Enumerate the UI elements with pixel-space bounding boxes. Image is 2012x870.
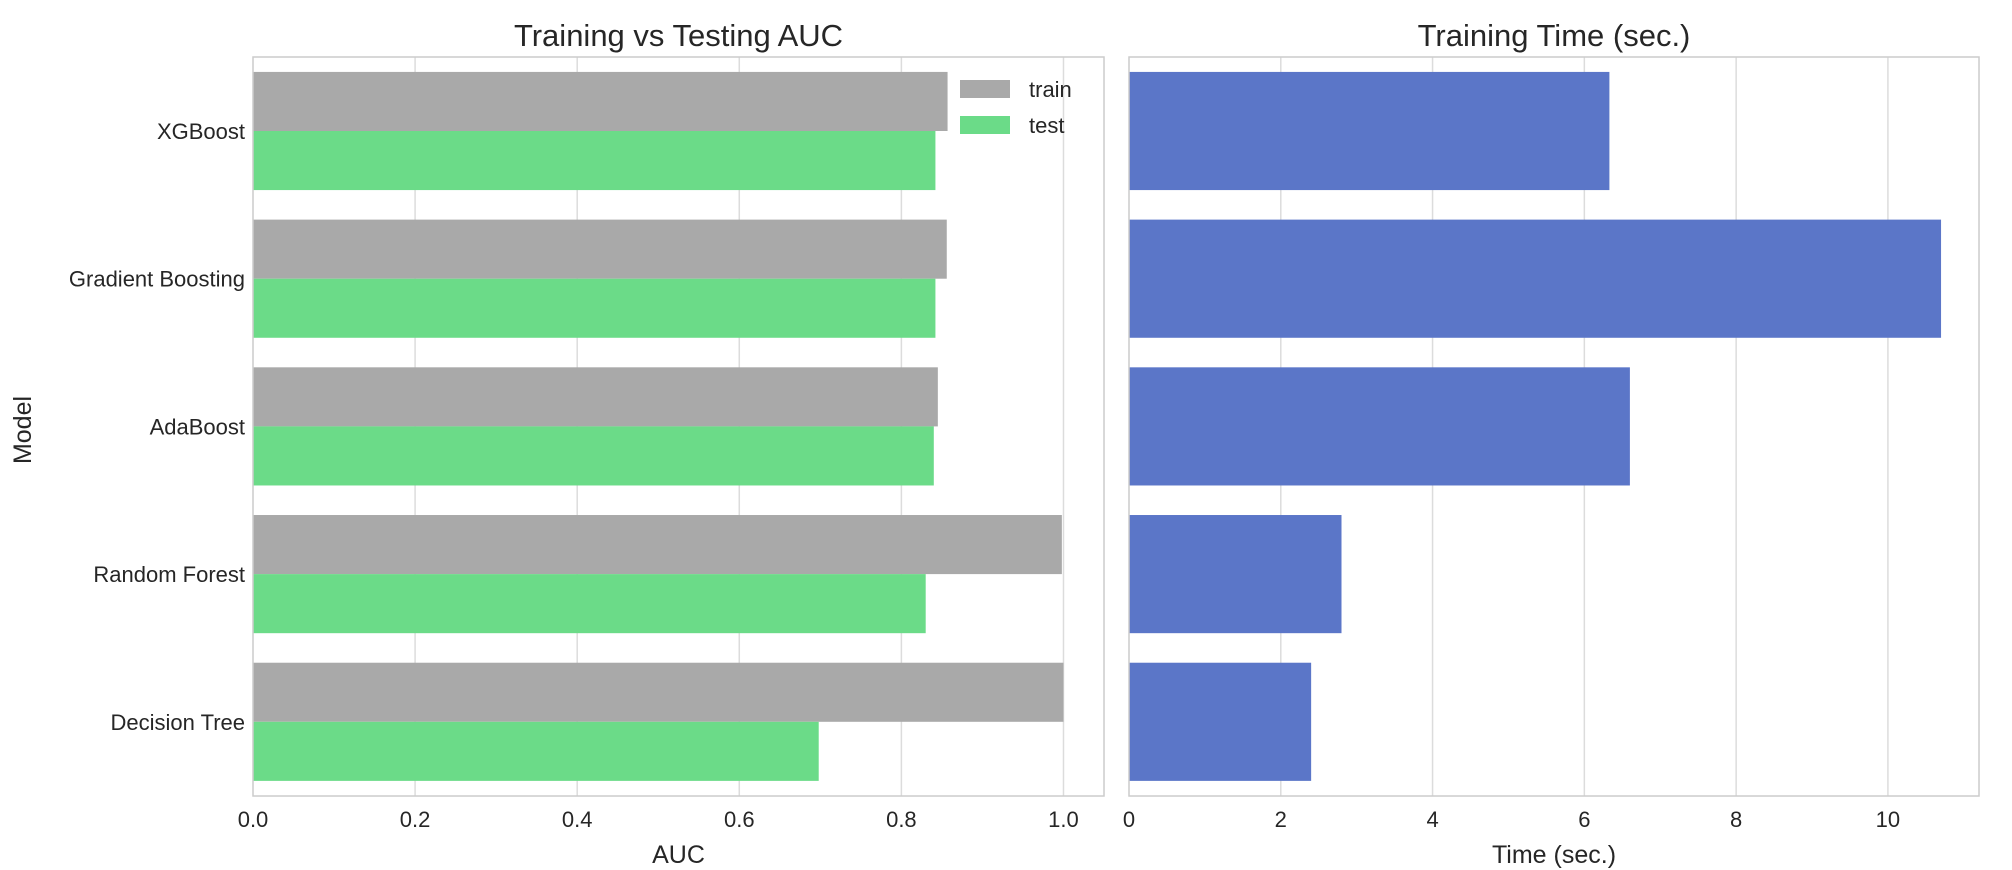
y-tick-label-decision-tree: Decision Tree <box>110 710 245 735</box>
time-bars <box>1129 71 1942 781</box>
legend-swatch-test <box>960 116 1010 134</box>
x-tick-label-10: 10 <box>1876 807 1900 832</box>
bar-xgboost-test <box>253 131 936 191</box>
y-tick-label-gradient-boosting: Gradient Boosting <box>69 267 245 292</box>
x-tick-label-0-4: 0.4 <box>562 807 593 832</box>
bar-random-forest-test <box>253 574 926 634</box>
x-tick-label-0-2: 0.2 <box>400 807 431 832</box>
bar-random-forest-time <box>1129 515 1342 634</box>
x-tick-label-6: 6 <box>1578 807 1590 832</box>
bar-decision-tree-test <box>253 721 819 781</box>
auc-chart-panel: XGBoost Gradient Boosting AdaBoost Random F… <box>69 18 1105 869</box>
bar-xgboost-train <box>253 71 948 131</box>
auc-legend: train test <box>960 77 1072 138</box>
auc-x-tick-labels: 0.0 0.2 0.4 0.6 0.8 1.0 <box>238 807 1079 832</box>
auc-plot-frame <box>252 56 1105 797</box>
bar-gradient-boosting-time <box>1129 219 1942 338</box>
time-x-axis-label: Time (sec.) <box>1492 841 1616 869</box>
y-tick-label-xgboost: XGBoost <box>157 119 245 144</box>
x-tick-label-1-0: 1.0 <box>1048 807 1079 832</box>
x-tick-label-2: 2 <box>1275 807 1287 832</box>
auc-bars <box>253 71 1064 781</box>
bar-adaboost-test <box>253 426 934 486</box>
legend-swatch-train <box>960 80 1010 98</box>
x-tick-label-4: 4 <box>1426 807 1438 832</box>
x-tick-label-0-6: 0.6 <box>724 807 755 832</box>
x-tick-label-0-8: 0.8 <box>886 807 917 832</box>
time-x-tick-labels: 0 2 4 6 8 10 <box>1123 807 1900 832</box>
training-time-chart-panel: 0 2 4 6 8 10 Training Time (sec.) Time (sec.) <box>1123 18 1980 869</box>
bar-random-forest-train <box>253 515 1062 575</box>
legend-label-test: test <box>1029 113 1064 138</box>
time-chart-title: Training Time (sec.) <box>1418 18 1691 53</box>
legend-label-train: train <box>1029 77 1072 102</box>
bar-decision-tree-train <box>253 662 1064 722</box>
bar-xgboost-time <box>1129 71 1610 191</box>
bar-adaboost-time <box>1129 367 1630 486</box>
x-tick-label-0-0: 0.0 <box>238 807 269 832</box>
bar-adaboost-train <box>253 367 938 427</box>
y-axis-label: Model <box>9 396 37 464</box>
bar-gradient-boosting-test <box>253 278 936 338</box>
bar-gradient-boosting-train <box>253 219 947 279</box>
x-tick-label-0: 0 <box>1123 807 1135 832</box>
bar-decision-tree-time <box>1129 662 1312 781</box>
auc-category-labels: XGBoost Gradient Boosting AdaBoost Random F… <box>69 119 245 735</box>
auc-x-axis-label: AUC <box>652 841 705 869</box>
time-plot-frame <box>1128 56 1980 797</box>
x-tick-label-8: 8 <box>1730 807 1742 832</box>
y-tick-label-adaboost: AdaBoost <box>150 414 245 439</box>
y-tick-label-random-forest: Random Forest <box>93 562 245 587</box>
auc-chart-title: Training vs Testing AUC <box>514 18 843 53</box>
